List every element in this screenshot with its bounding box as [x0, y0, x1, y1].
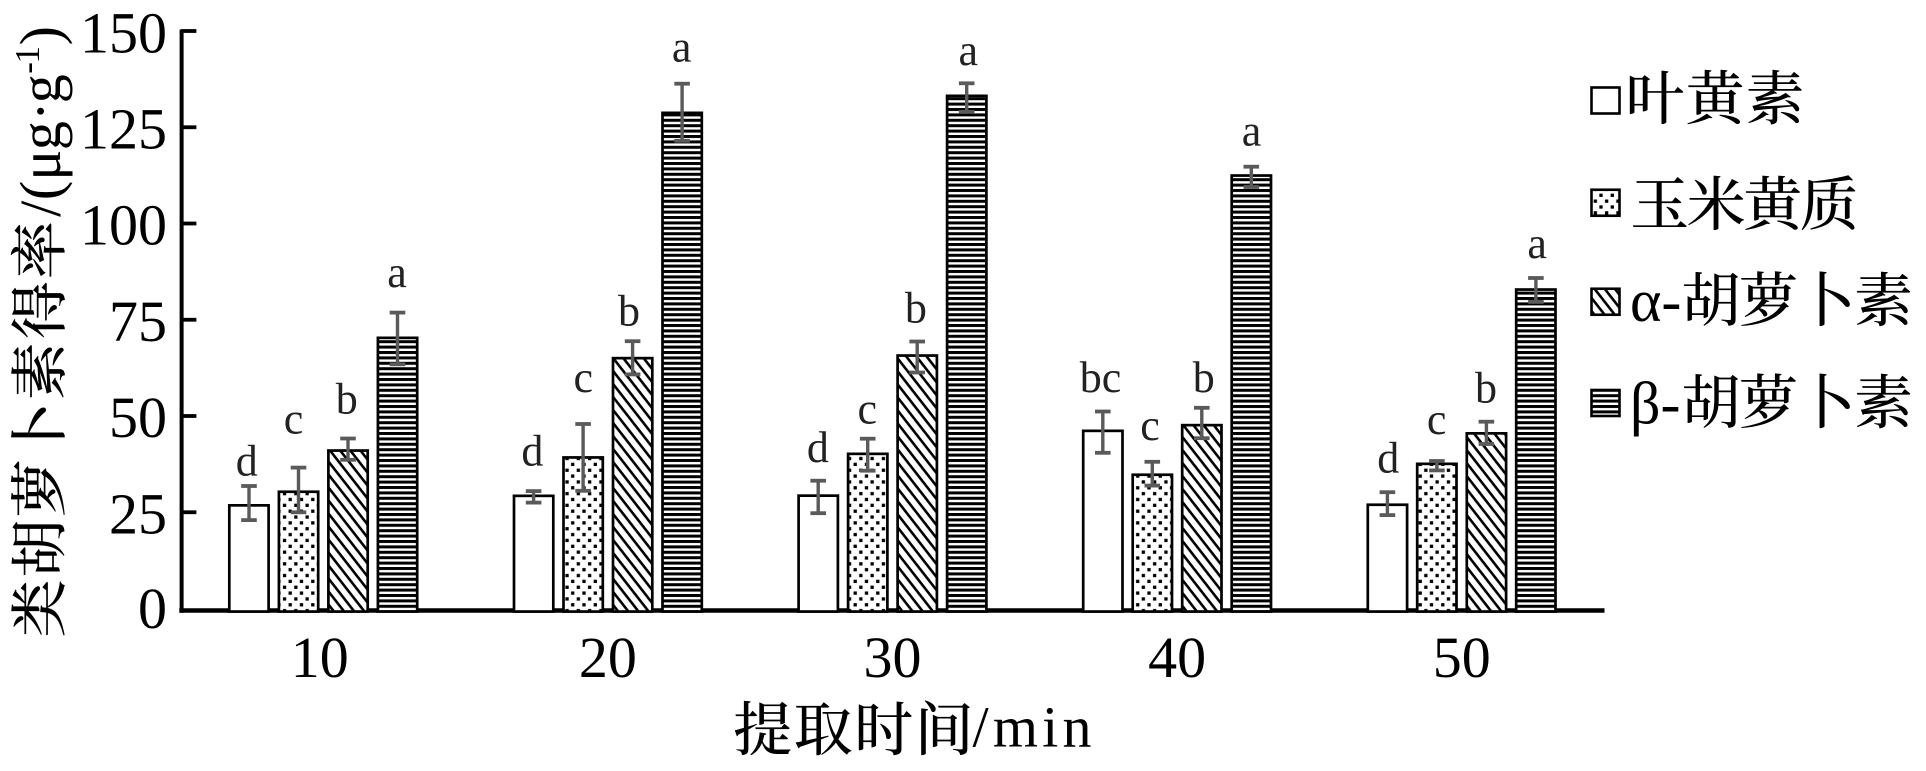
svg-text:d: d: [1377, 434, 1399, 483]
svg-text:10: 10: [291, 625, 349, 690]
svg-text:-: -: [8, 62, 47, 74]
svg-text:0: 0: [138, 576, 167, 641]
svg-text:50: 50: [1433, 625, 1491, 690]
svg-text:75: 75: [109, 289, 167, 354]
svg-text:c: c: [1140, 401, 1160, 450]
svg-text:50: 50: [109, 385, 167, 450]
svg-text:g: g: [8, 74, 73, 103]
svg-text:40: 40: [1148, 625, 1206, 690]
svg-text:b: b: [618, 286, 640, 335]
svg-text:c: c: [1427, 395, 1447, 444]
svg-text:d: d: [236, 437, 258, 486]
svg-text:b: b: [1193, 353, 1215, 402]
svg-text:/: /: [8, 200, 73, 217]
svg-text:b: b: [905, 284, 927, 333]
svg-text:150: 150: [80, 0, 167, 65]
svg-text:β-: β-: [1630, 370, 1681, 436]
svg-text:): ): [8, 26, 73, 45]
svg-text:a: a: [959, 26, 979, 75]
svg-text:bc: bc: [1080, 353, 1122, 402]
svg-text:d: d: [807, 423, 829, 472]
svg-text:100: 100: [80, 193, 167, 258]
svg-text:μ: μ: [8, 149, 73, 180]
svg-text:b: b: [1475, 364, 1497, 413]
svg-text:c: c: [858, 385, 878, 434]
svg-text:20: 20: [579, 625, 637, 690]
svg-text:1: 1: [8, 46, 47, 64]
svg-text:125: 125: [80, 97, 167, 162]
svg-text:α-: α-: [1630, 268, 1681, 334]
svg-text:30: 30: [864, 625, 922, 690]
svg-text:25: 25: [109, 481, 167, 546]
svg-text:/min: /min: [973, 695, 1096, 760]
svg-text:d: d: [521, 427, 543, 476]
svg-text:(: (: [8, 181, 73, 200]
svg-text:a: a: [1527, 219, 1547, 268]
svg-text:a: a: [387, 248, 407, 297]
svg-text:a: a: [1242, 106, 1262, 155]
svg-text:b: b: [336, 375, 358, 424]
svg-text:c: c: [284, 394, 304, 443]
svg-text:a: a: [672, 22, 692, 71]
svg-text:g: g: [8, 121, 73, 150]
svg-text:·: ·: [8, 101, 73, 120]
svg-text:c: c: [574, 353, 594, 402]
